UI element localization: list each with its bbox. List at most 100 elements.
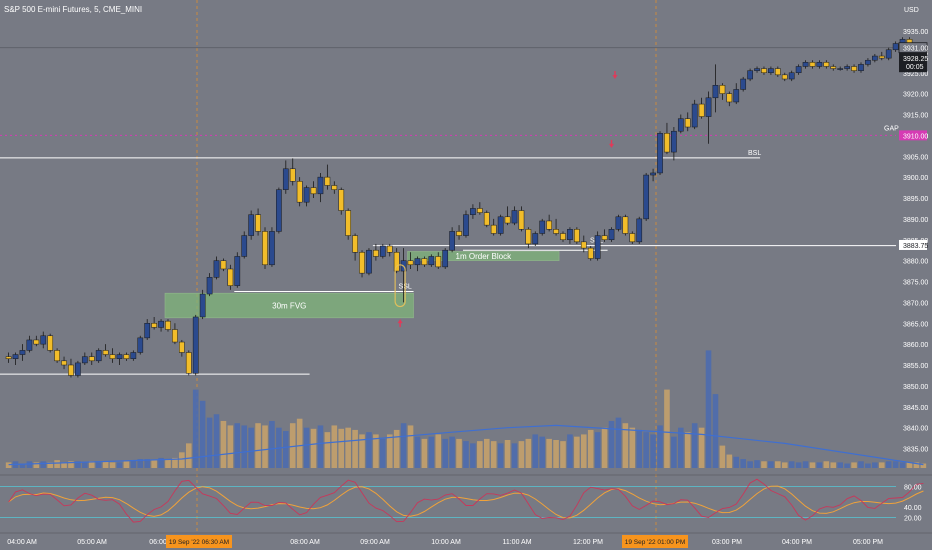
- price-tick-label: 3870.00: [903, 300, 928, 307]
- candle: [331, 181, 338, 194]
- candle: [483, 210, 490, 228]
- candle-body: [88, 356, 95, 362]
- gap-price-label: 3910.00: [903, 133, 928, 140]
- candle-body: [677, 118, 684, 132]
- volume-bar: [560, 441, 566, 468]
- candle: [553, 218, 559, 236]
- volume-bar: [463, 441, 469, 468]
- volume-bar: [657, 425, 663, 468]
- annotations-layer: [394, 71, 618, 328]
- zone-box: [407, 251, 560, 261]
- candle-body: [476, 208, 483, 213]
- candle-body: [754, 68, 760, 71]
- candle: [490, 218, 497, 236]
- volume-bar: [407, 425, 414, 468]
- volume-bar: [615, 417, 622, 468]
- candle-body: [303, 187, 310, 203]
- candle: [303, 185, 310, 207]
- volume-bar: [719, 445, 726, 468]
- candle-body: [317, 176, 324, 195]
- candle-body: [587, 247, 594, 259]
- candle: [366, 248, 372, 276]
- candle: [12, 352, 19, 365]
- candle: [664, 122, 670, 155]
- candle: [352, 233, 358, 261]
- time-tick-label: 09:00 AM: [360, 539, 390, 546]
- volume-bar: [580, 434, 587, 468]
- candle-body: [823, 62, 830, 67]
- volume-bar: [116, 462, 123, 468]
- candle-body: [109, 354, 116, 359]
- volume-bar: [892, 461, 899, 468]
- candle-body: [733, 89, 740, 103]
- candle-body: [830, 66, 837, 69]
- candle: [75, 360, 81, 378]
- candle-body: [788, 72, 795, 80]
- candle: [428, 254, 435, 267]
- price-tick-label: 3900.00: [903, 175, 928, 182]
- volume-bar: [68, 461, 74, 468]
- price-tick-label: 3840.00: [903, 426, 928, 433]
- candle-body: [671, 130, 677, 153]
- candle-body: [137, 337, 144, 353]
- volume-bar: [622, 423, 629, 468]
- volume-bar: [151, 460, 157, 468]
- candle: [608, 227, 615, 242]
- volume-bar: [594, 432, 601, 468]
- candle: [68, 358, 74, 378]
- candle-body: [580, 241, 587, 249]
- candle-body: [511, 210, 518, 224]
- candle: [677, 114, 684, 134]
- candle-body: [19, 350, 26, 355]
- candle: [560, 231, 566, 242]
- price-axis[interactable]: 3935.003930.003925.003920.003915.003910.…: [898, 29, 928, 523]
- last-price-label: 3928.25: [903, 56, 928, 63]
- time-tick-label: 08:00 AM: [290, 539, 320, 546]
- candle-body: [747, 70, 753, 80]
- volume-bar: [837, 462, 843, 468]
- candle: [476, 202, 483, 215]
- volume-bar: [75, 461, 81, 468]
- candle: [754, 66, 760, 73]
- volume-bar: [497, 443, 504, 468]
- candle-body: [81, 356, 88, 364]
- candle: [532, 231, 539, 247]
- candle: [255, 208, 261, 236]
- candle: [449, 227, 455, 253]
- candle-body: [310, 187, 317, 195]
- candle-body: [518, 210, 525, 230]
- time-axis[interactable]: 04:00 AM 05:00 AM 06:00 08:00 AM 09:00 AM 10:…: [0, 532, 932, 548]
- candle: [296, 177, 303, 207]
- volume-bar: [809, 462, 816, 468]
- candle: [144, 319, 151, 340]
- volume-bar: [684, 432, 691, 468]
- volume-bar: [483, 438, 490, 468]
- volume-bar: [255, 423, 261, 468]
- price-tick-label: 3850.00: [903, 384, 928, 391]
- volume-bar: [781, 462, 788, 468]
- price-tick-label: 3835.00: [903, 447, 928, 454]
- volume-bar: [878, 462, 885, 468]
- volume-bar: [643, 432, 649, 468]
- volume-bar: [490, 441, 497, 468]
- candle-body: [650, 172, 656, 176]
- candle-body: [622, 216, 629, 234]
- volume-bar: [213, 414, 220, 468]
- candle-body: [241, 235, 248, 257]
- candle-body: [761, 68, 767, 73]
- candle-body: [629, 233, 636, 243]
- candle-body: [40, 335, 47, 345]
- candle: [740, 76, 747, 92]
- volume-bar: [511, 443, 518, 468]
- candle: [892, 41, 899, 52]
- volume-bar: [705, 350, 712, 468]
- candle: [435, 252, 442, 269]
- candle-body: [5, 356, 12, 359]
- candle-body: [885, 49, 892, 59]
- volume-bar: [137, 459, 144, 468]
- candle: [172, 323, 178, 345]
- candle: [289, 158, 296, 186]
- candle-body: [61, 360, 67, 366]
- volume-bar: [296, 418, 303, 468]
